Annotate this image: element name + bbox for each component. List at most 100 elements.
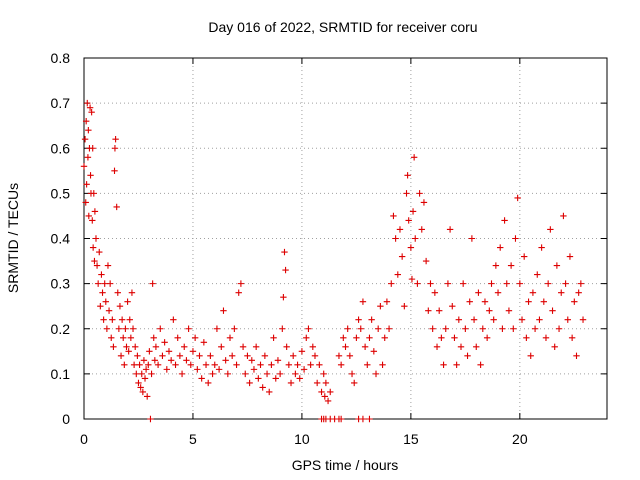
data-point (129, 325, 137, 332)
data-point (429, 325, 436, 332)
data-point (93, 262, 101, 269)
y-tick-label: 0.8 (51, 50, 71, 66)
data-point (499, 325, 506, 332)
data-point (124, 298, 131, 305)
data-point (292, 370, 299, 378)
data-point (161, 339, 168, 346)
data-point (101, 280, 108, 287)
data-point (276, 370, 284, 378)
data-point (246, 379, 253, 387)
data-point (560, 212, 567, 220)
data-point (451, 334, 458, 341)
data-point (405, 217, 412, 224)
data-point (361, 343, 369, 350)
data-point (490, 316, 497, 323)
data-point (178, 370, 186, 378)
data-point (573, 352, 580, 360)
data-point (518, 316, 526, 323)
data-point (459, 280, 467, 287)
data-point (523, 334, 530, 341)
data-point (109, 316, 116, 323)
data-point (324, 397, 332, 405)
data-point (300, 366, 308, 373)
data-point (433, 343, 441, 350)
y-axis-label: SRMTID / TECUs (5, 183, 21, 293)
data-point (446, 226, 454, 233)
data-point (239, 343, 247, 350)
x-tick-label: 10 (294, 431, 310, 447)
data-point (259, 384, 266, 391)
data-point (176, 352, 184, 360)
data-point (516, 280, 524, 287)
data-point (116, 302, 124, 310)
data-point (118, 316, 126, 323)
data-point (342, 343, 349, 350)
data-point (102, 298, 109, 305)
data-point (318, 388, 325, 396)
data-point (337, 415, 345, 423)
data-point (377, 302, 384, 310)
data-point (82, 117, 90, 125)
data-point (125, 348, 132, 355)
data-point (408, 275, 416, 283)
data-point (475, 289, 482, 296)
data-point (366, 415, 373, 423)
data-point (130, 361, 138, 369)
data-point (488, 280, 495, 287)
data-point (252, 343, 260, 350)
data-point (163, 366, 171, 373)
data-point (280, 293, 287, 301)
data-point (527, 352, 534, 360)
data-point (335, 352, 343, 360)
data-point (257, 361, 264, 369)
data-point (134, 352, 141, 360)
data-point (370, 348, 378, 355)
data-point (514, 194, 521, 202)
x-tick-label: 15 (403, 431, 419, 447)
data-point (494, 289, 502, 296)
data-point (542, 334, 550, 341)
data-point (320, 370, 327, 378)
data-point (483, 334, 491, 341)
data-point (525, 298, 532, 305)
data-point (407, 244, 415, 251)
data-point (250, 366, 258, 373)
data-point (82, 199, 89, 206)
x-tick-label: 20 (512, 431, 528, 447)
data-point (198, 375, 205, 382)
data-point (409, 208, 417, 215)
data-point (242, 370, 249, 378)
data-point (80, 163, 88, 170)
data-point (84, 154, 92, 161)
data-point (281, 248, 288, 256)
grid (84, 58, 607, 419)
data-point (115, 325, 123, 332)
data-point (416, 190, 423, 197)
data-point (112, 136, 119, 143)
x-axis-label: GPS time / hours (292, 457, 399, 473)
data-point (140, 357, 148, 364)
data-point (98, 271, 105, 278)
y-tick-label: 0.2 (51, 321, 71, 337)
data-point (228, 352, 236, 360)
data-point (85, 212, 92, 220)
data-point (127, 334, 135, 341)
data-point (404, 172, 411, 179)
data-point (183, 357, 190, 364)
data-point (205, 379, 212, 387)
x-tick-label: 5 (189, 431, 197, 447)
data-point (401, 302, 408, 310)
data-point (470, 316, 478, 323)
data-point (346, 352, 354, 360)
data-point (551, 343, 558, 350)
axis-ticks (83, 57, 607, 420)
data-point (440, 361, 447, 369)
data-point (388, 280, 395, 287)
data-point (372, 370, 380, 378)
data-point (337, 361, 345, 369)
data-point (248, 357, 255, 364)
data-point (117, 352, 125, 360)
data-point (398, 253, 406, 260)
data-point (126, 316, 133, 323)
